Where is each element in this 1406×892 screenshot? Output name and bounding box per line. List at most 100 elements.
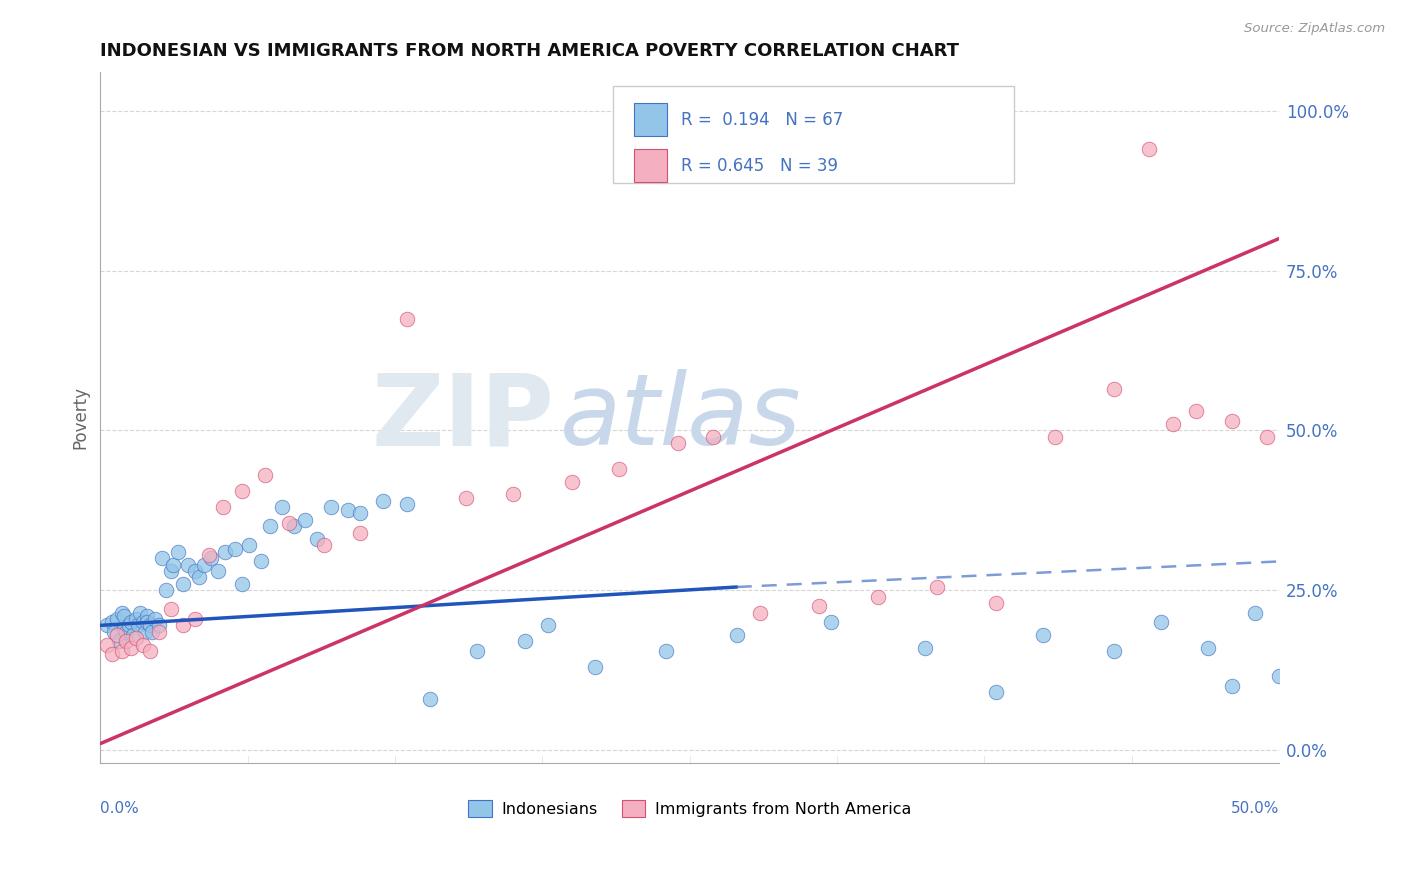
Point xyxy=(112,622,135,636)
Point xyxy=(395,311,418,326)
Point xyxy=(583,660,606,674)
Legend: Indonesians, Immigrants from North America: Indonesians, Immigrants from North Ameri… xyxy=(461,794,918,824)
Point xyxy=(419,691,441,706)
Point xyxy=(254,468,277,483)
Point xyxy=(224,541,246,556)
Point xyxy=(1197,640,1219,655)
Point xyxy=(294,513,316,527)
Point xyxy=(162,558,184,572)
Point xyxy=(141,624,163,639)
Text: ZIP: ZIP xyxy=(371,369,554,467)
Point xyxy=(115,634,138,648)
Bar xyxy=(634,103,668,136)
Point xyxy=(607,461,630,475)
Point xyxy=(183,564,205,578)
Point xyxy=(238,538,260,552)
Point xyxy=(136,608,159,623)
Point xyxy=(1220,414,1243,428)
Point xyxy=(110,644,132,658)
Point xyxy=(120,615,142,629)
Point xyxy=(1043,430,1066,444)
Point xyxy=(143,612,166,626)
Point xyxy=(231,576,253,591)
Point xyxy=(1102,382,1125,396)
Point xyxy=(666,436,689,450)
Point xyxy=(1032,628,1054,642)
Point xyxy=(249,554,271,568)
Point xyxy=(454,491,477,505)
Point xyxy=(1185,404,1208,418)
Point xyxy=(373,493,395,508)
Point xyxy=(108,634,131,648)
Point xyxy=(277,516,299,530)
Text: 0.0%: 0.0% xyxy=(100,801,139,816)
Point xyxy=(200,551,222,566)
Text: 50.0%: 50.0% xyxy=(1230,801,1279,816)
Y-axis label: Poverty: Poverty xyxy=(72,386,89,449)
Point xyxy=(1220,679,1243,693)
Bar xyxy=(634,148,668,182)
Point xyxy=(117,618,139,632)
Point xyxy=(155,583,177,598)
Point xyxy=(725,628,748,642)
Point xyxy=(395,497,418,511)
Point xyxy=(148,618,170,632)
Point xyxy=(231,484,253,499)
Point xyxy=(984,596,1007,610)
Point xyxy=(176,558,198,572)
Point xyxy=(984,685,1007,699)
Text: Source: ZipAtlas.com: Source: ZipAtlas.com xyxy=(1244,22,1385,36)
Text: R =  0.194   N = 67: R = 0.194 N = 67 xyxy=(682,112,844,129)
Point xyxy=(820,615,842,629)
Point xyxy=(110,606,132,620)
Point xyxy=(270,500,292,514)
Point xyxy=(197,548,219,562)
Point xyxy=(467,644,489,658)
Point xyxy=(129,606,152,620)
Point xyxy=(105,612,128,626)
Point xyxy=(808,599,831,614)
Point xyxy=(336,503,359,517)
Point xyxy=(561,475,583,489)
Point xyxy=(139,618,162,632)
Bar xyxy=(613,87,1014,183)
Point xyxy=(101,647,124,661)
Point xyxy=(150,551,173,566)
Point xyxy=(321,500,343,514)
Point xyxy=(1244,606,1267,620)
Point xyxy=(349,525,371,540)
Point xyxy=(868,590,890,604)
Point xyxy=(122,628,145,642)
Point xyxy=(655,644,678,658)
Point xyxy=(172,618,194,632)
Point xyxy=(1268,669,1291,683)
Point xyxy=(125,612,148,626)
Point xyxy=(193,558,215,572)
Point xyxy=(502,487,524,501)
Point xyxy=(1150,615,1173,629)
Point xyxy=(172,576,194,591)
Point xyxy=(1137,142,1160,156)
Point xyxy=(1161,417,1184,431)
Point xyxy=(1102,644,1125,658)
Point xyxy=(132,638,155,652)
Text: INDONESIAN VS IMMIGRANTS FROM NORTH AMERICA POVERTY CORRELATION CHART: INDONESIAN VS IMMIGRANTS FROM NORTH AMER… xyxy=(100,42,959,60)
Point xyxy=(120,640,142,655)
Point xyxy=(349,507,371,521)
Point xyxy=(139,644,162,658)
Point xyxy=(125,631,148,645)
Point xyxy=(115,624,138,639)
Point xyxy=(513,634,536,648)
Point xyxy=(101,615,124,629)
Point xyxy=(167,545,190,559)
Text: R = 0.645   N = 39: R = 0.645 N = 39 xyxy=(682,157,838,175)
Point xyxy=(749,606,772,620)
Point xyxy=(148,624,170,639)
Point xyxy=(259,519,281,533)
Point xyxy=(283,519,305,533)
Point xyxy=(112,608,135,623)
Point xyxy=(96,618,118,632)
Point xyxy=(103,624,125,639)
Point xyxy=(96,638,118,652)
Point xyxy=(188,570,211,584)
